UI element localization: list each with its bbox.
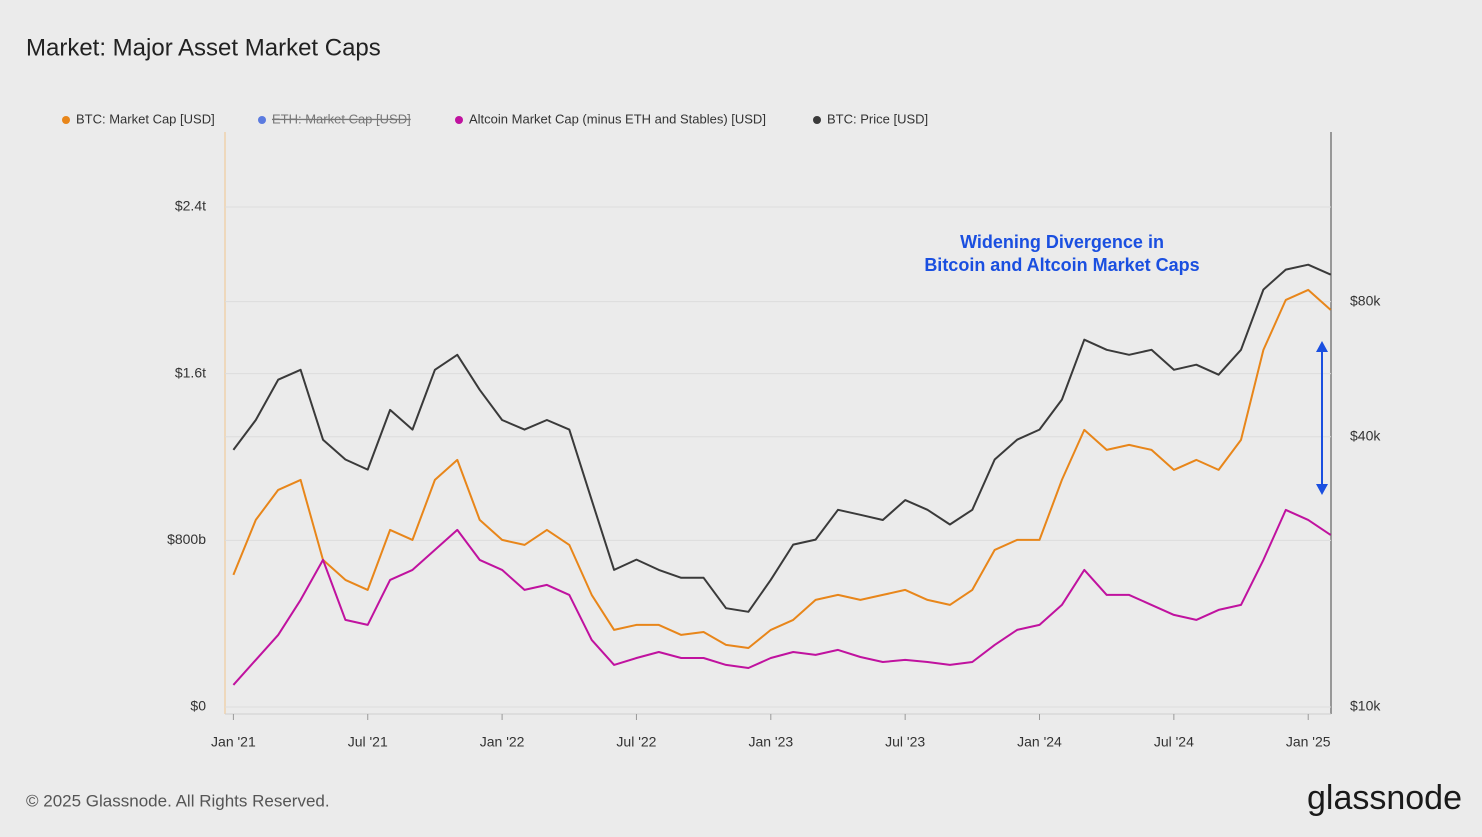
legend-label: BTC: Price [USD] bbox=[827, 111, 928, 126]
legend-label: BTC: Market Cap [USD] bbox=[76, 111, 215, 126]
legend-label: ETH: Market Cap [USD] bbox=[272, 111, 411, 126]
y2-tick-label: $40k bbox=[1350, 427, 1381, 443]
x-tick-label: Jan '24 bbox=[1017, 734, 1062, 750]
legend: BTC: Market Cap [USD] ETH: Market Cap [US… bbox=[62, 111, 928, 126]
plot-area: $0 $800b $1.6t $2.4t $10k $40k $80k Jan '21 Jul … bbox=[167, 198, 1381, 750]
legend-marker bbox=[455, 116, 463, 124]
legend-marker bbox=[62, 116, 70, 124]
x-tick-label: Jul '21 bbox=[348, 734, 388, 750]
series-line bbox=[232, 288, 1332, 649]
legend-marker bbox=[813, 116, 821, 124]
y-tick-label: $0 bbox=[190, 698, 206, 714]
series-line bbox=[232, 508, 1332, 686]
x-tick-label: Jan '25 bbox=[1286, 734, 1331, 750]
y-tick-label: $1.6t bbox=[175, 364, 206, 380]
y2-tick-label: $10k bbox=[1350, 698, 1381, 714]
x-tick-label: Jul '22 bbox=[616, 734, 656, 750]
x-tick-label: Jul '24 bbox=[1154, 734, 1194, 750]
y-tick-label: $800b bbox=[167, 531, 206, 547]
y2-tick-label: $80k bbox=[1350, 292, 1381, 308]
annotation: Bitcoin and Altcoin Market Caps bbox=[924, 255, 1199, 275]
x-tick-label: Jul '23 bbox=[885, 734, 925, 750]
x-tick-label: Jan '22 bbox=[480, 734, 525, 750]
legend-label: Altcoin Market Cap (minus ETH and Stable… bbox=[469, 111, 766, 126]
copyright: © 2025 Glassnode. All Rights Reserved. bbox=[26, 791, 330, 810]
series-line bbox=[232, 263, 1332, 613]
y-tick-label: $2.4t bbox=[175, 198, 206, 214]
legend-marker bbox=[258, 116, 266, 124]
x-tick-label: Jan '23 bbox=[748, 734, 793, 750]
annotation: Widening Divergence in bbox=[960, 232, 1164, 252]
brand-logo: glassnode bbox=[1307, 779, 1462, 817]
chart-title: Market: Major Asset Market Caps bbox=[26, 34, 381, 61]
x-tick-label: Jan '21 bbox=[211, 734, 256, 750]
